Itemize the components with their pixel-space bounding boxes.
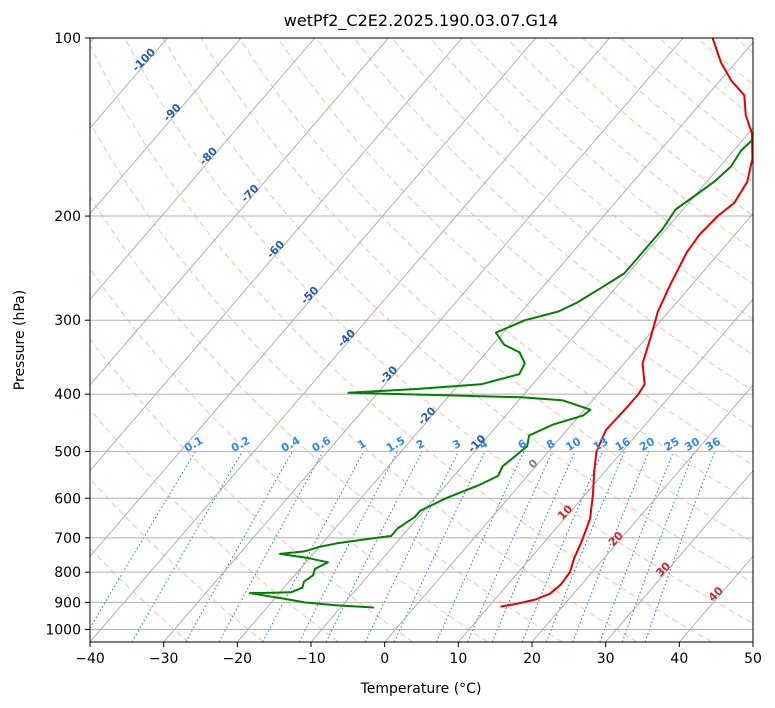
- y-axis-label: Pressure (hPa): [12, 290, 28, 390]
- isotherm-line: [90, 38, 537, 558]
- isotherm-line: [605, 469, 753, 642]
- x-tick-label: 30: [597, 651, 615, 667]
- isotherm-line: [163, 38, 684, 642]
- dry-adiabat-line: [162, 38, 753, 584]
- isotherm-line: [90, 38, 316, 301]
- profile-line-1: [248, 138, 753, 609]
- x-tick-label: −20: [223, 651, 253, 667]
- mixing-ratio-line: [621, 451, 695, 642]
- chart-title: wetPf2_C2E2.2025.190.03.07.G14: [284, 11, 558, 31]
- mixing-ratio-line: [185, 451, 293, 642]
- mixing-ratio-line: [467, 451, 553, 642]
- y-axis: 1000 900 800 700 600 500 400 300 200 100: [45, 31, 90, 638]
- isotherm-line: [90, 38, 463, 472]
- x-tick-label: −30: [149, 651, 179, 667]
- y-tick-label: 300: [54, 313, 81, 329]
- x-tick-label: 20: [523, 651, 541, 667]
- profile-line-0: [500, 38, 753, 608]
- x-axis-label: Temperature (°C): [360, 681, 482, 697]
- dry-adiabat-line: [90, 195, 563, 642]
- x-tick-label: −40: [75, 651, 105, 667]
- mixing-ratio-line: [325, 451, 423, 642]
- mixing-ratio-line: [644, 451, 716, 642]
- isotherm-line: [90, 38, 610, 642]
- x-axis: −40 −30 −20 −10 0 10 20 30 40 50: [75, 642, 762, 667]
- y-tick-label: 400: [54, 387, 81, 403]
- x-tick-label: 40: [670, 651, 688, 667]
- mixing-ratio-line: [599, 451, 674, 642]
- y-tick-label: 700: [54, 531, 81, 547]
- profile-series: [248, 38, 753, 609]
- dry-adiabat-line: [353, 38, 753, 392]
- isotherm-line: [90, 38, 242, 215]
- y-tick-label: 200: [54, 209, 81, 225]
- dry-adiabat-line: [90, 268, 488, 642]
- dry-adiabat-line: [124, 38, 753, 624]
- isotherm-line: [457, 298, 753, 642]
- y-tick-label: 600: [54, 491, 81, 507]
- dry-adiabat-line: [200, 38, 753, 544]
- isotherm-line: [531, 384, 753, 642]
- y-tick-label: 800: [54, 565, 81, 581]
- mixing-ratio-line: [521, 451, 603, 642]
- background-reference-lines: [90, 38, 753, 642]
- grid-lines: [90, 38, 753, 642]
- mixing-ratio-line: [262, 451, 365, 642]
- x-tick-label: 10: [449, 651, 467, 667]
- x-tick-label: 0: [380, 651, 389, 667]
- dry-adiabat-line: [90, 121, 638, 642]
- y-tick-label: 900: [54, 595, 81, 611]
- mixing-ratio-line: [218, 451, 324, 642]
- dry-adiabat-line: [429, 38, 753, 320]
- dry-adiabat-line: [391, 38, 753, 356]
- dry-adiabat-line: [90, 478, 264, 642]
- isotherm-line: [384, 213, 753, 642]
- y-tick-label: 500: [54, 444, 81, 460]
- isotherm-line: [90, 38, 389, 386]
- dry-adiabat-line: [315, 38, 753, 429]
- mixing-ratio-line: [572, 451, 650, 642]
- dry-adiabat-line: [90, 548, 190, 642]
- isotherm-line: [310, 127, 753, 642]
- x-tick-label: −10: [296, 651, 326, 667]
- y-tick-label: 1000: [45, 622, 81, 638]
- dry-adiabat-line: [90, 408, 339, 642]
- y-tick-label: 100: [54, 31, 81, 47]
- plot-frame: [89, 37, 754, 643]
- x-tick-label: 50: [744, 651, 762, 667]
- dry-adiabat-line: [239, 38, 753, 505]
- isotherm-line: [236, 41, 753, 642]
- mixing-ratio-line: [545, 451, 626, 642]
